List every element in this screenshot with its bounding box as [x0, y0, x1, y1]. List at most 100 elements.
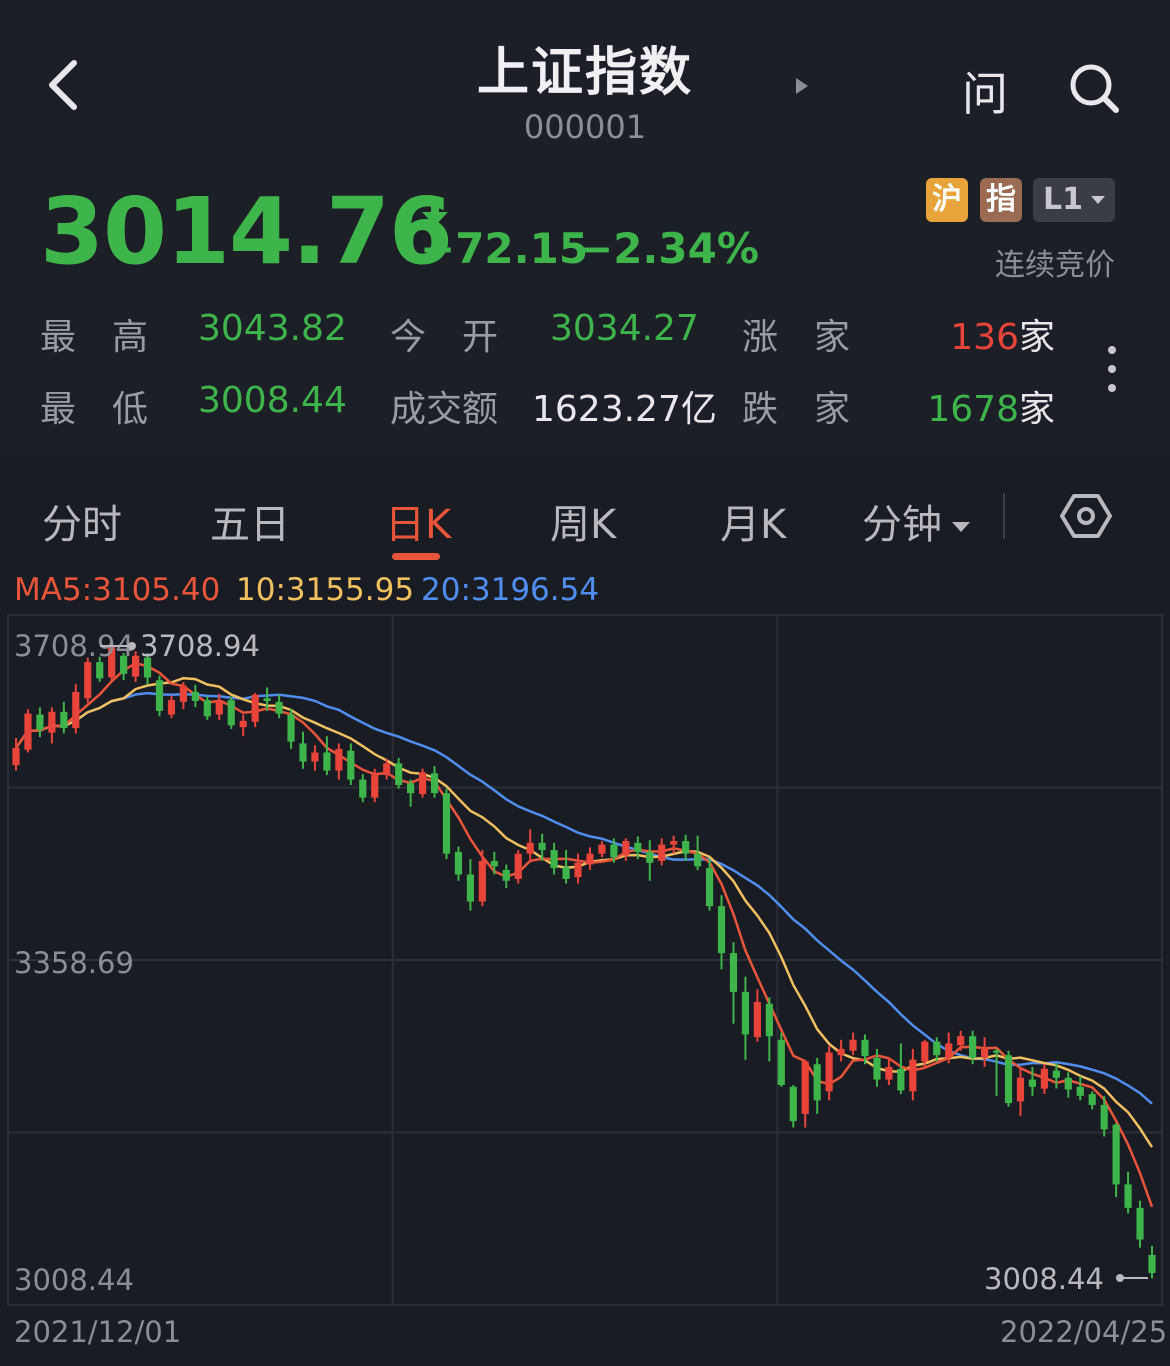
candle-body [789, 1086, 797, 1122]
candle-body [335, 748, 343, 771]
candle-body [24, 713, 32, 750]
ma20-value: 20:3196.54 [421, 572, 600, 608]
candle-body [586, 853, 594, 865]
candle-body [945, 1043, 953, 1058]
candle-body [610, 844, 618, 858]
high-marker-dot [128, 642, 136, 650]
price-change: −72.15 [420, 224, 589, 273]
candle-body [454, 851, 463, 875]
candle-body [562, 867, 570, 879]
candle-body [873, 1057, 881, 1080]
tab-intraday[interactable]: 分时 [42, 502, 122, 548]
candle-body [1076, 1086, 1084, 1096]
candle-body [1112, 1124, 1120, 1185]
level-selector[interactable]: L1 [1033, 178, 1115, 222]
candle-body [741, 991, 750, 1035]
open-label: 今 开 [390, 317, 499, 358]
tab-weekly-k[interactable]: 周K [550, 502, 617, 548]
candle-body [323, 752, 331, 771]
candle-body [1148, 1254, 1156, 1273]
low-label: 最 低 [40, 389, 149, 430]
candle-body [849, 1039, 857, 1051]
candle-body [442, 793, 451, 854]
candle-body [430, 773, 439, 794]
next-stock-icon[interactable] [792, 74, 812, 98]
tab-minute-label: 分钟 [862, 502, 942, 548]
settings-icon[interactable] [1060, 492, 1112, 540]
search-icon[interactable] [1066, 60, 1122, 116]
candle-body [167, 700, 176, 715]
candle-body [143, 657, 152, 678]
candle-body [957, 1036, 965, 1046]
candle-body [658, 844, 666, 861]
candle-body [981, 1048, 989, 1058]
candle-body [1028, 1079, 1037, 1087]
low-value: 3008.44 [198, 380, 347, 421]
candle-body [921, 1041, 929, 1062]
candle-body [1016, 1077, 1025, 1102]
candle-body [777, 1039, 785, 1086]
candle-body [466, 874, 474, 902]
decliners-count: 1678 [927, 389, 1019, 430]
market-badge: 沪 [926, 178, 968, 222]
ask-button[interactable]: 问 [962, 67, 1008, 121]
candle-body [275, 701, 283, 714]
decliners-value: 1678家 [880, 380, 1055, 432]
candle-body [717, 906, 726, 954]
advancers-label: 涨 家 [742, 317, 851, 358]
candle-body [885, 1066, 893, 1080]
candle-body [84, 662, 92, 699]
y-axis-label-mid: 3358.69 [14, 946, 134, 980]
candle-body [1040, 1068, 1048, 1089]
candle-body [526, 842, 534, 854]
candle-body [729, 953, 738, 992]
tab-monthly-k[interactable]: 月K [720, 502, 787, 548]
turnover-label: 成交额 [390, 389, 499, 430]
candle-body [634, 842, 642, 852]
candle-body [897, 1068, 905, 1091]
candle-body [550, 850, 558, 869]
quote-header [0, 0, 1170, 455]
more-vertical-icon[interactable] [1104, 344, 1120, 394]
candle-body [765, 1003, 773, 1037]
tab-daily-k[interactable]: 日K [385, 502, 452, 548]
tab-minute[interactable]: 分钟 [862, 492, 970, 550]
candle-body [239, 720, 247, 728]
candle-body [992, 1050, 1001, 1053]
chevron-down-icon [1091, 196, 1105, 204]
candle-body [347, 750, 355, 780]
auction-status: 连续竞价 [995, 248, 1115, 283]
candle-body [1124, 1184, 1132, 1208]
candle-body [909, 1059, 917, 1092]
decliners-label: 跌 家 [742, 389, 851, 430]
candle-body [837, 1048, 845, 1056]
candle-body [801, 1061, 809, 1114]
advancers-value: 136家 [880, 308, 1055, 360]
candle-body [12, 747, 20, 766]
candle-body [287, 714, 295, 742]
candle-body [490, 860, 498, 867]
candle-body [311, 752, 319, 762]
candle-body [407, 783, 415, 794]
y-axis-label-bottom: 3008.44 [14, 1263, 134, 1297]
chevron-down-icon [952, 522, 970, 532]
ma10-line [14, 676, 1154, 1148]
ma5-line [14, 661, 1154, 1208]
level-label: L1 [1043, 182, 1083, 217]
tab-five-day[interactable]: 五日 [210, 502, 290, 548]
kline-chart[interactable]: 3708.94 3358.69 3008.44 3708.94 3008.44 … [0, 560, 1170, 1366]
candle-body [694, 853, 702, 867]
ma10-value: 10:3155.95 [236, 572, 415, 608]
candle-body [215, 700, 223, 715]
candle-body [155, 680, 164, 711]
low-marker-label: 3008.44 [984, 1262, 1104, 1296]
stock-code: 000001 [523, 108, 647, 146]
candlesticks [12, 644, 1156, 1279]
candle-body [179, 685, 187, 702]
candle-body [670, 841, 678, 845]
candle-body [1064, 1077, 1072, 1090]
advancers-unit: 家 [1018, 317, 1055, 358]
candle-body [418, 772, 427, 795]
back-arrow-icon[interactable] [40, 55, 90, 115]
turnover-value: 1623.27亿 [532, 389, 717, 430]
